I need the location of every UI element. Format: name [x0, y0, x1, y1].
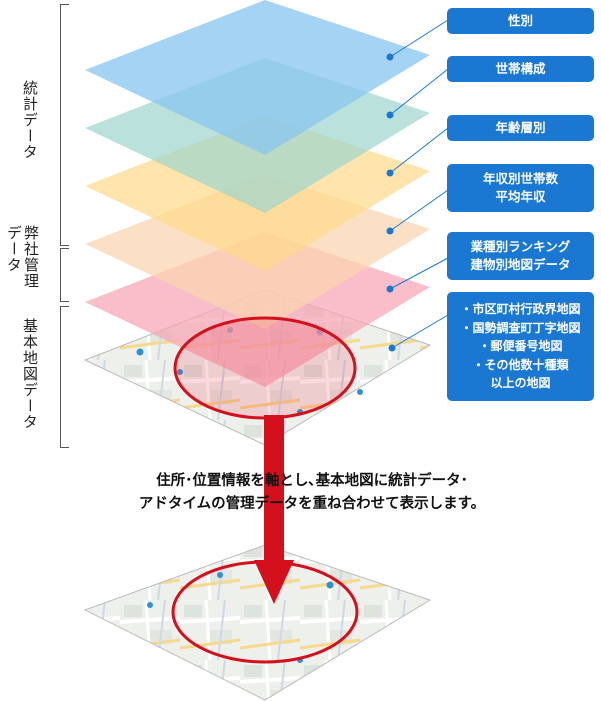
map-list-item: ・その他数十種類 — [472, 357, 569, 372]
caption-line1: 住所･位置情報を軸とし､基本地図に統計データ･ — [156, 473, 468, 489]
gender-layer-blue — [85, 0, 430, 155]
tag-map-list: ・市区町村行政界地図 ・国勢調査町丁字地図 ・郵便番号地図 ・その他数十種類 以… — [447, 292, 594, 401]
caption-line2: アドタイムの管理データを重ね合わせて表示します。 — [138, 496, 486, 513]
focus-circle-top — [173, 316, 357, 420]
layer-stack — [85, 0, 430, 387]
caption: 住所･位置情報を軸とし､基本地図に統計データ･ アドタイムの管理データを重ね合わ… — [72, 470, 552, 516]
tag-household: 世帯構成 — [447, 56, 594, 82]
tag-income-line1: 年収別世帯数 — [482, 170, 558, 186]
tag-income: 年収別世帯数 平均年収 — [447, 164, 594, 212]
label-company-line1: 弊社管理 — [22, 225, 40, 289]
tag-ranking-line1: 業種別ランキング — [470, 238, 571, 254]
tag-gender-text: 性別 — [507, 12, 533, 28]
bracket-statistics — [60, 4, 69, 246]
tag-gender: 性別 — [447, 8, 594, 34]
base-map-bottom — [83, 544, 432, 701]
label-base-map: 基本地図データ — [21, 318, 39, 430]
label-company: 弊社管理 データ — [5, 225, 40, 289]
tag-age: 年齢層別 — [447, 115, 594, 141]
tag-age-text: 年齢層別 — [495, 119, 546, 135]
tag-ranking: 業種別ランキング 建物別地図データ — [447, 232, 594, 280]
bracket-company — [60, 248, 69, 302]
tag-ranking-line2: 建物別地図データ — [470, 257, 571, 272]
map-list-item: ・国勢調査町丁字地図 — [460, 320, 581, 335]
map-list-item: 以上の地図 — [490, 376, 551, 391]
tag-income-line2: 平均年収 — [495, 189, 546, 204]
down-arrow — [254, 415, 294, 604]
map-list-item: ・市区町村行政界地図 — [460, 302, 581, 316]
tag-household-text: 世帯構成 — [495, 60, 546, 76]
label-company-line2: データ — [5, 225, 23, 273]
connector-lines — [386, 19, 449, 352]
bracket-base-map — [60, 306, 69, 448]
map-list-item: ・郵便番号地図 — [478, 339, 563, 354]
label-statistics: 統計データ — [21, 80, 39, 160]
